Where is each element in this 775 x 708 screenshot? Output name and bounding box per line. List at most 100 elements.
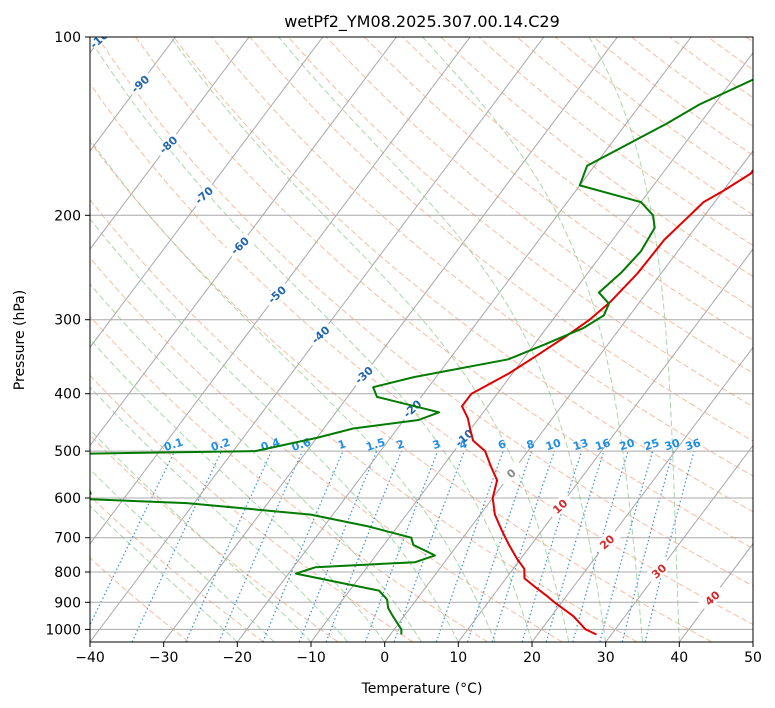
dry-adiabat-line-8	[90, 83, 753, 625]
isotherm-line-11	[236, 37, 692, 642]
mixing-ratio-line-4	[262, 450, 344, 642]
mixing-ratio-line-16	[621, 450, 674, 642]
dry-adiabat-line-17	[402, 37, 753, 309]
moist-adiabat-line-1	[90, 468, 275, 642]
dry-adiabat-line-21	[554, 37, 753, 186]
mixing-ratio-labels: 0.1 0.2 0.4 0.6 1 1.5 2 3 4 6 8 10 13 16 20 25 30 36	[162, 435, 702, 453]
isotherm-label-bg-13	[644, 557, 673, 585]
dry-adiabat-line-7	[90, 140, 712, 642]
dry-adiabat-line-3	[90, 374, 414, 642]
x-axis: −40 −30 −20 −10 0 10 20 30 40 50	[75, 642, 762, 666]
dry-adiabat-line-2	[90, 434, 339, 642]
x-tick-label-5: 10	[449, 650, 467, 666]
mixing-ratio-label-14: 20	[618, 436, 637, 453]
isotherm-line-18	[752, 641, 753, 642]
mixing-ratio-label-1: 0.2	[209, 436, 232, 454]
y-tick-label-5: 600	[54, 491, 81, 507]
dry-adiabat-line-6	[90, 198, 638, 642]
dry-adiabat-line-0	[90, 557, 190, 642]
dry-adiabat-line-26	[745, 37, 753, 43]
chart-title: wetPf2_YM08.2025.307.00.14.C29	[284, 12, 560, 32]
dry-adiabat-line-16	[364, 37, 753, 341]
mixing-ratio-label-12: 13	[571, 436, 590, 453]
mixing-ratio-line-3	[218, 450, 303, 642]
mixing-ratio-label-7: 3	[431, 437, 442, 452]
temperature-profile-line	[461, 168, 753, 636]
isotherm-line-10	[163, 37, 618, 642]
y-tick-label-0: 100	[54, 30, 81, 46]
y-axis: 100 200 300 400 500 600 700 800 900 1000	[45, 30, 90, 638]
mixing-ratio-label-13: 16	[594, 436, 613, 453]
isotherm-line-4	[90, 37, 176, 152]
isotherm-line-17	[678, 542, 753, 642]
isotherm-label-bg-1	[125, 69, 154, 98]
mixing-ratio-line-2	[185, 450, 273, 642]
mixing-ratio-line-0	[90, 450, 176, 627]
y-axis-label: Pressure (hPa)	[12, 290, 28, 390]
isotherm-line-8	[90, 37, 471, 545]
y-tick-label-3: 400	[54, 387, 81, 403]
mixing-ratio-line-14	[572, 450, 629, 642]
isotherm-label-bg-5	[262, 280, 291, 308]
mixing-ratio-line-15	[599, 450, 654, 642]
isotherm-line-5	[90, 37, 250, 250]
isotherm-label-bg-11	[545, 492, 574, 520]
isotherm-line-12	[310, 51, 753, 642]
moist-adiabat-line-2	[90, 429, 312, 642]
dry-adiabat-line-11	[173, 37, 753, 513]
isotherm-label-bg-12	[592, 528, 621, 556]
moist-adiabat-line-11	[422, 37, 643, 642]
mixing-ratio-label-9: 6	[496, 437, 508, 452]
x-tick-label-9: 50	[744, 650, 762, 666]
mixing-ratio-line-7	[364, 450, 439, 642]
y-tick-label-7: 800	[54, 565, 81, 581]
moist-adiabat-line-3	[90, 386, 349, 642]
mixing-ratio-line-10	[466, 450, 533, 642]
mixing-ratio-line-6	[325, 450, 403, 642]
y-tick-label-8: 900	[54, 595, 81, 611]
x-tick-label-6: 20	[523, 650, 541, 666]
isotherm-label-bg-2	[153, 130, 182, 158]
x-tick-label-1: −30	[149, 650, 179, 666]
dry-adiabat-line-9	[96, 37, 753, 587]
isotherm-line-6	[90, 37, 324, 349]
isotherm-label-bg-4	[225, 231, 254, 259]
moist-adiabat-line-4	[90, 338, 386, 642]
dry-adiabat-line-5	[90, 257, 563, 642]
dry-adiabat-line-19	[478, 37, 753, 246]
y-tick-label-1: 200	[54, 208, 81, 224]
dry-adiabat-line-1	[90, 495, 264, 642]
mixing-ratio-label-6: 2	[395, 437, 406, 452]
mixing-ratio-line-12	[521, 450, 583, 642]
x-tick-label-0: −40	[75, 650, 105, 666]
isotherm-line-7	[90, 37, 397, 447]
mixing-ratio-label-17: 36	[684, 436, 703, 453]
y-tick-label-9: 1000	[45, 622, 81, 638]
isotherm-label-bg-10	[496, 459, 525, 487]
moist-adiabat-line-7	[90, 138, 496, 642]
isotherm-label-bg-8	[397, 394, 426, 422]
mixing-ratio-line-1	[131, 450, 223, 642]
mixing-ratio-label-11: 10	[544, 436, 563, 453]
moist-adiabat-line-12	[588, 37, 680, 642]
mixing-ratio-line-5	[298, 450, 378, 642]
isotherm-line-14	[457, 248, 753, 642]
x-tick-label-2: −20	[223, 650, 253, 666]
moist-adiabat-line-0	[90, 505, 238, 642]
dry-adiabat-line-25	[707, 37, 753, 71]
isotherm-label-bg-3	[189, 181, 218, 209]
isotherm-label-bg-0	[90, 37, 116, 51]
mixing-ratio-label-15: 25	[642, 436, 661, 453]
mixing-ratio-label-5: 1.5	[364, 436, 387, 454]
mixing-ratio-label-16: 30	[663, 436, 682, 453]
dry-adiabat-line-10	[135, 37, 753, 550]
mixing-ratio-label-10: 8	[525, 437, 536, 452]
isotherm-line-13	[384, 150, 753, 642]
y-tick-label-2: 300	[54, 313, 81, 329]
mixing-ratio-line-9	[435, 450, 504, 642]
isotherm-line-15	[531, 346, 753, 642]
x-tick-label-8: 40	[670, 650, 688, 666]
x-tick-label-3: −10	[296, 650, 326, 666]
dry-adiabat-line-15	[325, 37, 753, 374]
